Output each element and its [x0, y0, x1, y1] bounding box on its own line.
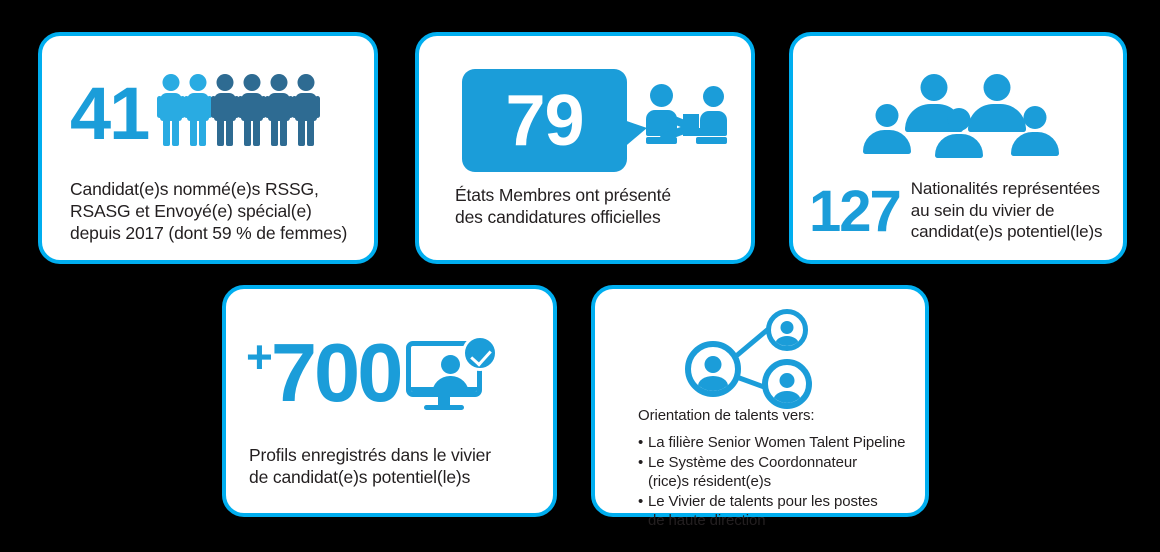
six-people-standing-icon	[157, 74, 321, 146]
person-figure	[292, 74, 321, 146]
stat-card-profils-enregistres: +700 Profils enregistrés dans le vivier …	[222, 285, 557, 517]
plus-sign: +	[246, 330, 273, 383]
card-4-headline: +700	[246, 330, 499, 414]
stat-number-79: 79	[505, 80, 584, 161]
stat-card-orientation-talents: Orientation de talents vers: La filière …	[591, 285, 929, 529]
speech-bubble-icon: 79	[462, 69, 647, 172]
card-2-caption: États Membres ont présenté des candidatu…	[455, 185, 671, 228]
monitor-profile-check-icon	[406, 334, 499, 411]
crowd-of-five-icon	[863, 74, 1063, 174]
bust-figure	[1011, 106, 1059, 156]
list-title: Orientation de talents vers:	[638, 407, 815, 424]
card-1-headline: 41	[70, 72, 321, 155]
person-figure	[184, 74, 213, 146]
stat-number-value: 700	[270, 326, 403, 419]
check-badge-icon	[462, 334, 499, 371]
list-item: La filière Senior Women Talent Pipeline	[638, 433, 918, 452]
bust-figure	[968, 74, 1026, 132]
network-node-avatar	[685, 341, 741, 397]
person-figure	[211, 74, 240, 146]
bust-figure	[935, 108, 983, 158]
card-4-caption: Profils enregistrés dans le vivier de ca…	[249, 445, 491, 488]
card-3-footer: 127 Nationalités représentées au sein du…	[809, 178, 1121, 243]
stat-number-41: 41	[70, 72, 150, 155]
talent-pipeline-list: La filière Senior Women Talent Pipeline …	[638, 433, 918, 530]
card-3-caption: Nationalités représentées au sein du viv…	[910, 179, 1103, 242]
person-figure	[157, 74, 186, 146]
two-people-at-desk-icon	[644, 84, 730, 152]
network-node-avatar	[766, 309, 808, 351]
list-item: Le Vivier de talents pour les postes de …	[638, 492, 918, 530]
network-of-three-people-icon	[680, 309, 820, 414]
monitor-screen	[406, 340, 483, 397]
stat-number-127: 127	[809, 179, 902, 244]
list-item: Le Système des Coordonnateur (rice)s rés…	[638, 453, 918, 491]
person-figure	[238, 74, 267, 146]
network-node-avatar	[762, 359, 812, 409]
stat-number-700: +700	[246, 330, 403, 414]
card-5-list: Orientation de talents vers: La filière …	[638, 407, 918, 531]
card-2-headline: 79	[462, 69, 647, 172]
stat-card-etats-membres: 79 États Membres ont présenté des candid…	[415, 32, 755, 264]
stat-card-candidats-nommes: 41	[38, 32, 378, 264]
bust-figure	[863, 104, 911, 154]
person-figure	[265, 74, 294, 146]
stat-card-nationalites: 127 Nationalités représentées au sein du…	[789, 32, 1127, 264]
card-1-caption: Candidat(e)s nommé(e)s RSSG, RSASG et En…	[70, 179, 348, 244]
